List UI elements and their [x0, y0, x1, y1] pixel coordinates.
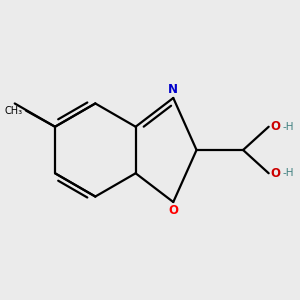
Text: O: O — [270, 120, 280, 133]
Text: CH₃: CH₃ — [4, 106, 23, 116]
Text: O: O — [168, 204, 178, 217]
Text: -H: -H — [283, 122, 294, 132]
Text: O: O — [270, 167, 280, 180]
Text: -H: -H — [283, 168, 294, 178]
Text: N: N — [168, 83, 178, 96]
